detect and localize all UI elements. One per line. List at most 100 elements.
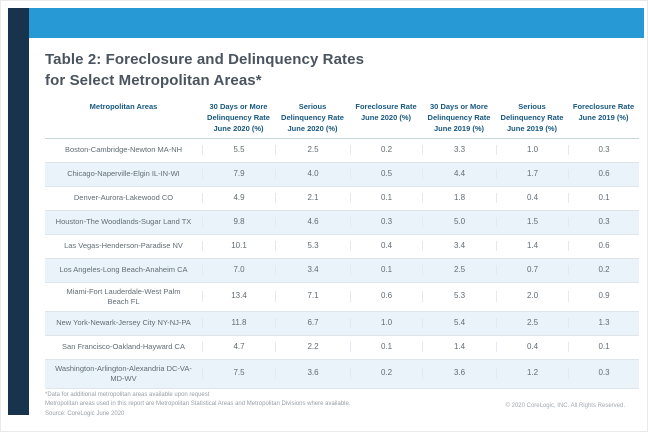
cell-value: 7.9 bbox=[202, 168, 275, 180]
cell-area: Houston-The Woodlands-Sugar Land TX bbox=[55, 217, 192, 227]
page-title: Table 2: Foreclosure and Delinquency Rat… bbox=[45, 50, 364, 91]
cell-value: 10.1 bbox=[202, 240, 275, 252]
cell-value: 1.4 bbox=[422, 341, 496, 353]
cell-value: 0.6 bbox=[568, 168, 639, 180]
cell-value: 1.7 bbox=[496, 168, 568, 180]
header-30day-rate-2019: 30 Days or More Delinquency Rate June 20… bbox=[427, 102, 491, 133]
cell-value: 7.0 bbox=[202, 264, 275, 276]
cell-value: 0.3 bbox=[350, 216, 422, 228]
cell-value: 2.5 bbox=[422, 264, 496, 276]
cell-value: 0.2 bbox=[568, 264, 639, 276]
cell-value: 7.1 bbox=[275, 291, 350, 302]
cell-area: Chicago-Naperville-Elgin IL-IN-WI bbox=[67, 169, 180, 179]
cell-value: 2.1 bbox=[275, 192, 350, 204]
cell-area: Washington-Arlington-Alexandria DC-VA-MD… bbox=[55, 363, 192, 383]
header-serious-rate-2020: Serious Delinquency Rate June 2020 (%) bbox=[281, 102, 344, 133]
top-accent-bar bbox=[29, 8, 644, 38]
table-row: Houston-The Woodlands-Sugar Land TX 9.8 … bbox=[45, 210, 639, 235]
cell-value: 0.3 bbox=[568, 216, 639, 228]
page-title-line2: for Select Metropolitan Areas* bbox=[45, 71, 262, 89]
table-row: Washington-Arlington-Alexandria DC-VA-MD… bbox=[45, 359, 639, 389]
cell-value: 1.2 bbox=[496, 368, 568, 379]
cell-value: 0.5 bbox=[350, 168, 422, 180]
cell-value: 4.9 bbox=[202, 192, 275, 204]
cell-value: 0.2 bbox=[350, 368, 422, 379]
cell-value: 2.5 bbox=[275, 144, 350, 156]
cell-area: New York-Newark-Jersey City NY-NJ-PA bbox=[56, 318, 191, 328]
table-row: Miami-Fort Lauderdale-West Palm Beach FL… bbox=[45, 283, 639, 312]
table-row: Las Vegas-Henderson-Paradise NV 10.1 5.3… bbox=[45, 235, 639, 259]
cell-value: 2.0 bbox=[496, 291, 568, 302]
table-row: Boston-Cambridge-Newton MA-NH 5.5 2.5 0.… bbox=[45, 139, 639, 163]
cell-value: 1.4 bbox=[496, 240, 568, 252]
header-serious-rate-2019: Serious Delinquency Rate June 2019 (%) bbox=[500, 102, 564, 133]
cell-value: 0.4 bbox=[350, 240, 422, 252]
header-foreclosure-rate-2020: Foreclosure Rate June 2020 (%) bbox=[355, 102, 417, 122]
foreclosure-delinquency-table: Metropolitan Areas 30 Days or More Delin… bbox=[45, 100, 639, 389]
footnote-line1: *Data for additional metropolitan areas … bbox=[45, 392, 210, 398]
cell-value: 3.4 bbox=[422, 240, 496, 252]
cell-value: 3.3 bbox=[422, 144, 496, 156]
cell-value: 0.6 bbox=[568, 240, 639, 252]
cell-value: 4.4 bbox=[422, 168, 496, 180]
cell-value: 0.7 bbox=[496, 264, 568, 276]
cell-value: 2.5 bbox=[496, 317, 568, 329]
cell-area: Boston-Cambridge-Newton MA-NH bbox=[64, 145, 183, 155]
cell-value: 3.6 bbox=[275, 368, 350, 379]
cell-value: 13.4 bbox=[202, 291, 275, 302]
cell-value: 1.0 bbox=[496, 144, 568, 156]
cell-value: 5.3 bbox=[422, 291, 496, 302]
cell-value: 0.3 bbox=[568, 368, 639, 379]
cell-value: 0.4 bbox=[496, 192, 568, 204]
cell-area: Miami-Fort Lauderdale-West Palm Beach FL bbox=[66, 286, 181, 306]
cell-value: 5.4 bbox=[422, 317, 496, 329]
cell-value: 2.2 bbox=[275, 341, 350, 353]
table-header-row: Metropolitan Areas 30 Days or More Delin… bbox=[45, 100, 639, 139]
cell-area: Denver-Aurora-Lakewood CO bbox=[73, 193, 174, 203]
cell-value: 0.4 bbox=[496, 341, 568, 353]
cell-area: San Francisco-Oakland-Hayward CA bbox=[62, 342, 185, 352]
table-row: San Francisco-Oakland-Hayward CA 4.7 2.2… bbox=[45, 336, 639, 360]
table-row: Denver-Aurora-Lakewood CO 4.9 2.1 0.1 1.… bbox=[45, 187, 639, 211]
cell-value: 0.1 bbox=[350, 264, 422, 276]
table-row: Los Angeles-Long Beach-Anaheim CA 7.0 3.… bbox=[45, 258, 639, 283]
cell-value: 4.7 bbox=[202, 341, 275, 353]
footnotes: *Data for additional metropolitan areas … bbox=[45, 391, 351, 419]
copyright-notice: © 2020 CoreLogic, INC. All Rights Reserv… bbox=[505, 403, 625, 409]
cell-value: 0.9 bbox=[568, 291, 639, 302]
cell-value: 1.8 bbox=[422, 192, 496, 204]
cell-value: 5.0 bbox=[422, 216, 496, 228]
header-30day-rate-2020: 30 Days or More Delinquency Rate June 20… bbox=[207, 102, 270, 133]
table-row: New York-Newark-Jersey City NY-NJ-PA 11.… bbox=[45, 311, 639, 336]
cell-value: 0.1 bbox=[350, 192, 422, 204]
cell-value: 5.3 bbox=[275, 240, 350, 252]
cell-value: 0.1 bbox=[568, 192, 639, 204]
cell-value: 6.7 bbox=[275, 317, 350, 329]
cell-value: 11.8 bbox=[202, 317, 275, 329]
left-accent-strip bbox=[8, 8, 29, 415]
cell-value: 4.6 bbox=[275, 216, 350, 228]
cell-value: 3.4 bbox=[275, 264, 350, 276]
cell-value: 1.0 bbox=[350, 317, 422, 329]
cell-value: 5.5 bbox=[202, 144, 275, 156]
cell-value: 0.1 bbox=[350, 341, 422, 353]
header-metropolitan-areas: Metropolitan Areas bbox=[89, 102, 158, 111]
page-title-line1: Table 2: Foreclosure and Delinquency Rat… bbox=[45, 51, 365, 68]
cell-value: 7.5 bbox=[202, 368, 275, 379]
cell-value: 1.3 bbox=[568, 317, 639, 329]
cell-value: 0.6 bbox=[350, 291, 422, 302]
cell-value: 1.5 bbox=[496, 216, 568, 228]
cell-value: 9.8 bbox=[202, 216, 275, 228]
cell-value: 4.0 bbox=[275, 168, 350, 180]
cell-value: 0.3 bbox=[568, 144, 639, 156]
footnote-line2: Metropolitan areas used in this report a… bbox=[45, 401, 351, 408]
footnote-line3: Source: CoreLogic June 2020 bbox=[45, 410, 125, 417]
cell-area: Los Angeles-Long Beach-Anaheim CA bbox=[59, 265, 188, 275]
header-foreclosure-rate-2019: Foreclosure Rate June 2019 (%) bbox=[572, 102, 635, 122]
cell-value: 0.1 bbox=[568, 341, 639, 353]
cell-area: Las Vegas-Henderson-Paradise NV bbox=[64, 241, 183, 251]
table-row: Chicago-Naperville-Elgin IL-IN-WI 7.9 4.… bbox=[45, 162, 639, 187]
cell-value: 0.2 bbox=[350, 144, 422, 156]
cell-value: 3.6 bbox=[422, 368, 496, 379]
